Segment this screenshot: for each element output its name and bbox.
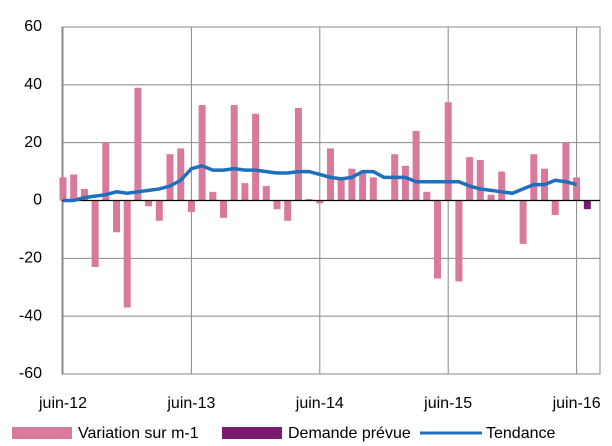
bar [198,105,206,201]
bar [327,148,334,201]
bar [209,191,217,201]
x-tick-label: juin-14 [295,395,344,412]
bar [70,174,78,201]
y-tick-label: -20 [19,250,42,267]
bar [262,186,270,201]
trend-line [63,163,578,203]
bar [476,160,484,201]
bar [145,200,153,207]
bar [177,148,185,201]
y-tick-label: -40 [19,307,42,324]
x-tick-label: juin-16 [552,395,601,412]
bar [498,171,506,201]
bar [519,200,527,244]
bar [252,113,260,201]
bar [273,200,281,210]
bar [487,194,495,201]
bar [220,200,227,218]
x-tick-label: juin-12 [38,395,87,412]
bar [91,200,99,268]
y-tick-label: -60 [19,365,42,382]
bar [455,200,463,282]
bar [294,107,302,201]
bar [583,200,591,210]
bar [348,168,356,201]
bar [284,200,292,221]
bar [573,177,581,201]
bar [337,177,345,201]
legend-swatch [222,427,282,439]
bar [155,200,163,221]
legend-label: Tendance [486,425,555,442]
y-tick-label: 40 [24,76,42,93]
bar [80,188,88,201]
bar [434,200,441,279]
bar [113,200,120,233]
bar [134,87,142,201]
bar [166,154,174,201]
bar [466,157,474,201]
bar [551,200,559,215]
bar [359,171,367,201]
y-tick-label: 60 [24,18,42,35]
x-tick-label: juin-13 [166,395,215,412]
bar [530,154,538,201]
bar [412,131,420,201]
bar [316,200,324,204]
legend-swatch [12,427,72,439]
legend-label: Demande prévue [288,425,411,442]
bar [59,177,67,201]
bar [562,142,570,201]
bar [187,200,195,213]
bar [401,165,409,201]
bar [423,191,431,201]
bar [102,142,110,201]
bar [123,200,131,308]
y-tick-label: 0 [33,192,42,209]
x-tick-label: juin-15 [423,395,472,412]
bar [444,102,452,201]
bar [241,183,249,201]
bar [230,105,238,201]
y-tick-label: 20 [24,134,42,151]
bar [305,199,313,201]
bar [369,177,377,201]
legend-label: Variation sur m-1 [78,425,199,442]
